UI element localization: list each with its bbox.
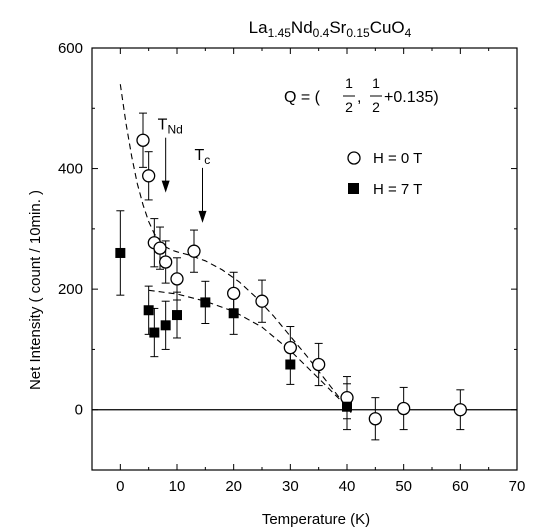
annotation-sub: c	[204, 153, 210, 167]
legend: H = 0 T H = 7 T	[347, 150, 422, 198]
q-fraction-2-num: 1	[372, 75, 380, 91]
annotation-label: TNd	[158, 117, 183, 137]
data-point-h0	[453, 403, 467, 417]
annotation-main: T	[195, 147, 205, 164]
data-point-h0	[312, 357, 326, 372]
data-point-h7	[160, 320, 171, 331]
data-point-h0	[170, 272, 184, 286]
legend-marker-h7	[348, 183, 359, 194]
guide-line	[119, 84, 354, 415]
data-point-h7	[149, 327, 160, 338]
data-point-h0	[368, 412, 382, 426]
plot-frame	[91, 47, 518, 471]
data-point-h7	[342, 401, 352, 412]
x-tick-label: 20	[225, 478, 242, 495]
legend-label-h7: H = 7 T	[373, 181, 422, 198]
data-point-h7	[200, 297, 211, 308]
data-point-h0	[187, 244, 201, 258]
annotation-arrow-head	[198, 210, 207, 223]
data-point-h7	[115, 247, 126, 258]
q-separator: ,	[357, 89, 361, 106]
guide-line	[148, 289, 348, 408]
chart-title: La1.45Nd0.4Sr0.15CuO4	[249, 18, 412, 40]
q-fraction-1-num: 1	[345, 75, 353, 91]
y-axis-title: Net Intensity ( count / 10min. )	[27, 190, 44, 390]
data-point-h7	[172, 310, 182, 321]
y-tick-label: 600	[58, 40, 83, 57]
y-tick-label: 400	[58, 161, 83, 178]
data-point-h7	[143, 305, 154, 316]
x-tick-label: 50	[395, 478, 412, 495]
y-tick-label: 0	[75, 402, 83, 419]
q-prefix: Q = (	[284, 89, 321, 106]
annotation-label: Tc	[195, 147, 211, 167]
data-point-h0	[136, 133, 150, 147]
q-fraction-2-den: 2	[372, 99, 380, 115]
x-tick-label: 40	[339, 478, 356, 495]
q-vector-label: Q = ( 1 2 , 1 2 +0.135)	[284, 75, 439, 115]
x-tick-label: 10	[169, 478, 186, 495]
x-axis-title: Temperature (K)	[262, 511, 370, 528]
data-point-h0	[255, 294, 269, 308]
annotation-arrow-head	[161, 180, 170, 193]
q-fraction-1-den: 2	[345, 99, 353, 115]
guide-lines	[119, 84, 354, 415]
data-point-h0	[283, 340, 297, 355]
legend-label-h0: H = 0 T	[373, 150, 422, 167]
data-point-h0	[142, 169, 156, 183]
q-suffix: +0.135)	[384, 89, 439, 106]
data-point-h7	[228, 308, 239, 319]
axis-ticks: 0 10 20 30 40 50 60 70 0 200 400 600	[58, 40, 525, 495]
legend-marker-h0	[347, 151, 361, 165]
x-tick-label: 0	[116, 478, 124, 495]
data-point-h0	[397, 401, 411, 416]
x-tick-label: 70	[509, 478, 526, 495]
data-point-h0	[153, 241, 167, 255]
data-point-h0	[159, 255, 173, 269]
x-tick-label: 60	[452, 478, 469, 495]
data-point-h0	[227, 286, 241, 301]
y-tick-label: 200	[58, 281, 83, 298]
plot-area	[91, 47, 518, 471]
x-tick-label: 30	[282, 478, 299, 495]
data-markers	[115, 133, 467, 426]
data-point-h7	[285, 359, 296, 370]
annotation-sub: Nd	[167, 123, 182, 137]
annotation-main: T	[158, 117, 168, 134]
